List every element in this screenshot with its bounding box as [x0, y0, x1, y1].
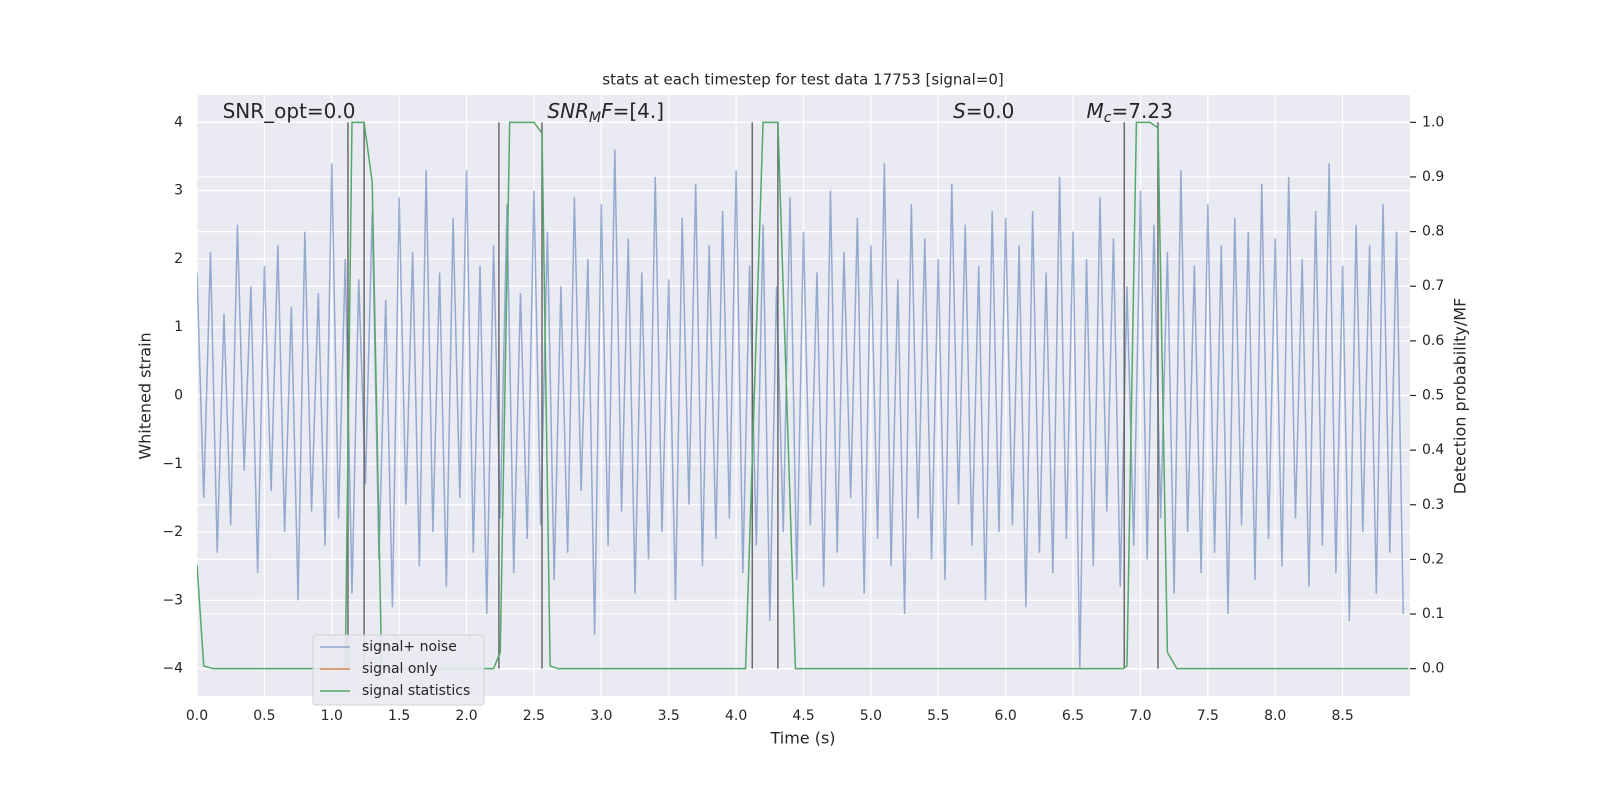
legend-box: [312, 634, 485, 706]
legend-label: signal statistics: [362, 683, 470, 699]
y-tick-label: 2: [174, 251, 183, 267]
y2-axis-label: Detection probability/MF: [1451, 298, 1470, 495]
x-tick-label: 2.0: [455, 708, 477, 724]
x-tick-label: 4.0: [725, 708, 747, 724]
y2-tick-label: 0.0: [1422, 661, 1444, 677]
annotation-part: M: [589, 110, 601, 126]
x-tick-label: 0.0: [186, 708, 208, 724]
x-tick-label: 1.5: [388, 708, 410, 724]
y2-tick-label: 0.6: [1422, 333, 1444, 349]
annotation-part: c: [1104, 110, 1112, 126]
x-tick-label: 6.5: [1062, 708, 1084, 724]
y-tick-label: 3: [174, 183, 183, 199]
y2-tick-label: 0.9: [1422, 169, 1444, 185]
annotation: SNRMF=[4.]: [547, 99, 664, 127]
y2-tick-label: 0.4: [1422, 442, 1444, 458]
annotations: SNR_opt=0.0 SNRMF=[4.] S=0.0 Mc=7.23: [223, 99, 1173, 127]
annotation: Mc=7.23: [1087, 99, 1173, 127]
annotation-part: SNR: [547, 99, 589, 123]
annotation-part: =7.23: [1112, 99, 1173, 123]
y-tick-label: 1: [174, 319, 183, 335]
y-tick-label: −4: [162, 661, 183, 677]
x-tick-label: 2.5: [523, 708, 545, 724]
x-tick-label: 0.5: [253, 708, 275, 724]
series-line: [197, 149, 1405, 669]
annotation-part: M: [1087, 99, 1104, 123]
legend-label: signal+ noise: [362, 639, 457, 655]
annotation: SNR_opt=0.0: [223, 99, 356, 123]
y-tick-label: −2: [162, 524, 183, 540]
x-tick-label: 7.0: [1129, 708, 1151, 724]
y-tick-label: 0: [174, 388, 183, 404]
y2-tick-label: 0.2: [1422, 551, 1444, 567]
y-tick-label: 4: [174, 114, 183, 130]
y2-tick-label: 0.7: [1422, 278, 1444, 294]
x-tick-label: 8.0: [1264, 708, 1286, 724]
x-tick-label: 8.5: [1331, 708, 1353, 724]
annotation: S=0.0: [953, 99, 1014, 123]
annotation-part: S: [953, 99, 966, 123]
x-tick-label: 5.0: [860, 708, 882, 724]
y2-tick-label: 0.3: [1422, 497, 1444, 513]
y2-tick-label: 0.1: [1422, 606, 1444, 622]
y2-tick-label: 1.0: [1422, 114, 1444, 130]
annotation-part: SNR_opt=0.0: [223, 99, 356, 123]
y2-tick-label: 0.5: [1422, 388, 1444, 404]
y2-tick-label: 0.8: [1422, 224, 1444, 240]
legend: signal+ noise signal only signal statistic…: [312, 634, 485, 706]
x-tick-label: 3.0: [590, 708, 612, 724]
annotation-part: =[4.]: [613, 99, 664, 123]
series-line: [197, 121, 1409, 670]
x-tick-label: 1.0: [321, 708, 343, 724]
x-axis-label: Time (s): [769, 729, 835, 748]
data-layer: [197, 121, 1409, 670]
y-tick-label: −3: [162, 592, 183, 608]
x-tick-label: 7.5: [1197, 708, 1219, 724]
y-tick-label: −1: [162, 456, 183, 472]
x-tick-label: 6.0: [995, 708, 1017, 724]
x-tick-label: 3.5: [658, 708, 680, 724]
legend-label: signal only: [362, 661, 437, 677]
y-axis-label: Whitened strain: [136, 332, 155, 459]
annotation-part: =0.0: [966, 99, 1015, 123]
chart-title: stats at each timestep for test data 177…: [602, 71, 1003, 89]
x-tick-label: 4.5: [792, 708, 814, 724]
x-tick-label: 5.5: [927, 708, 949, 724]
annotation-part: F: [601, 99, 613, 123]
